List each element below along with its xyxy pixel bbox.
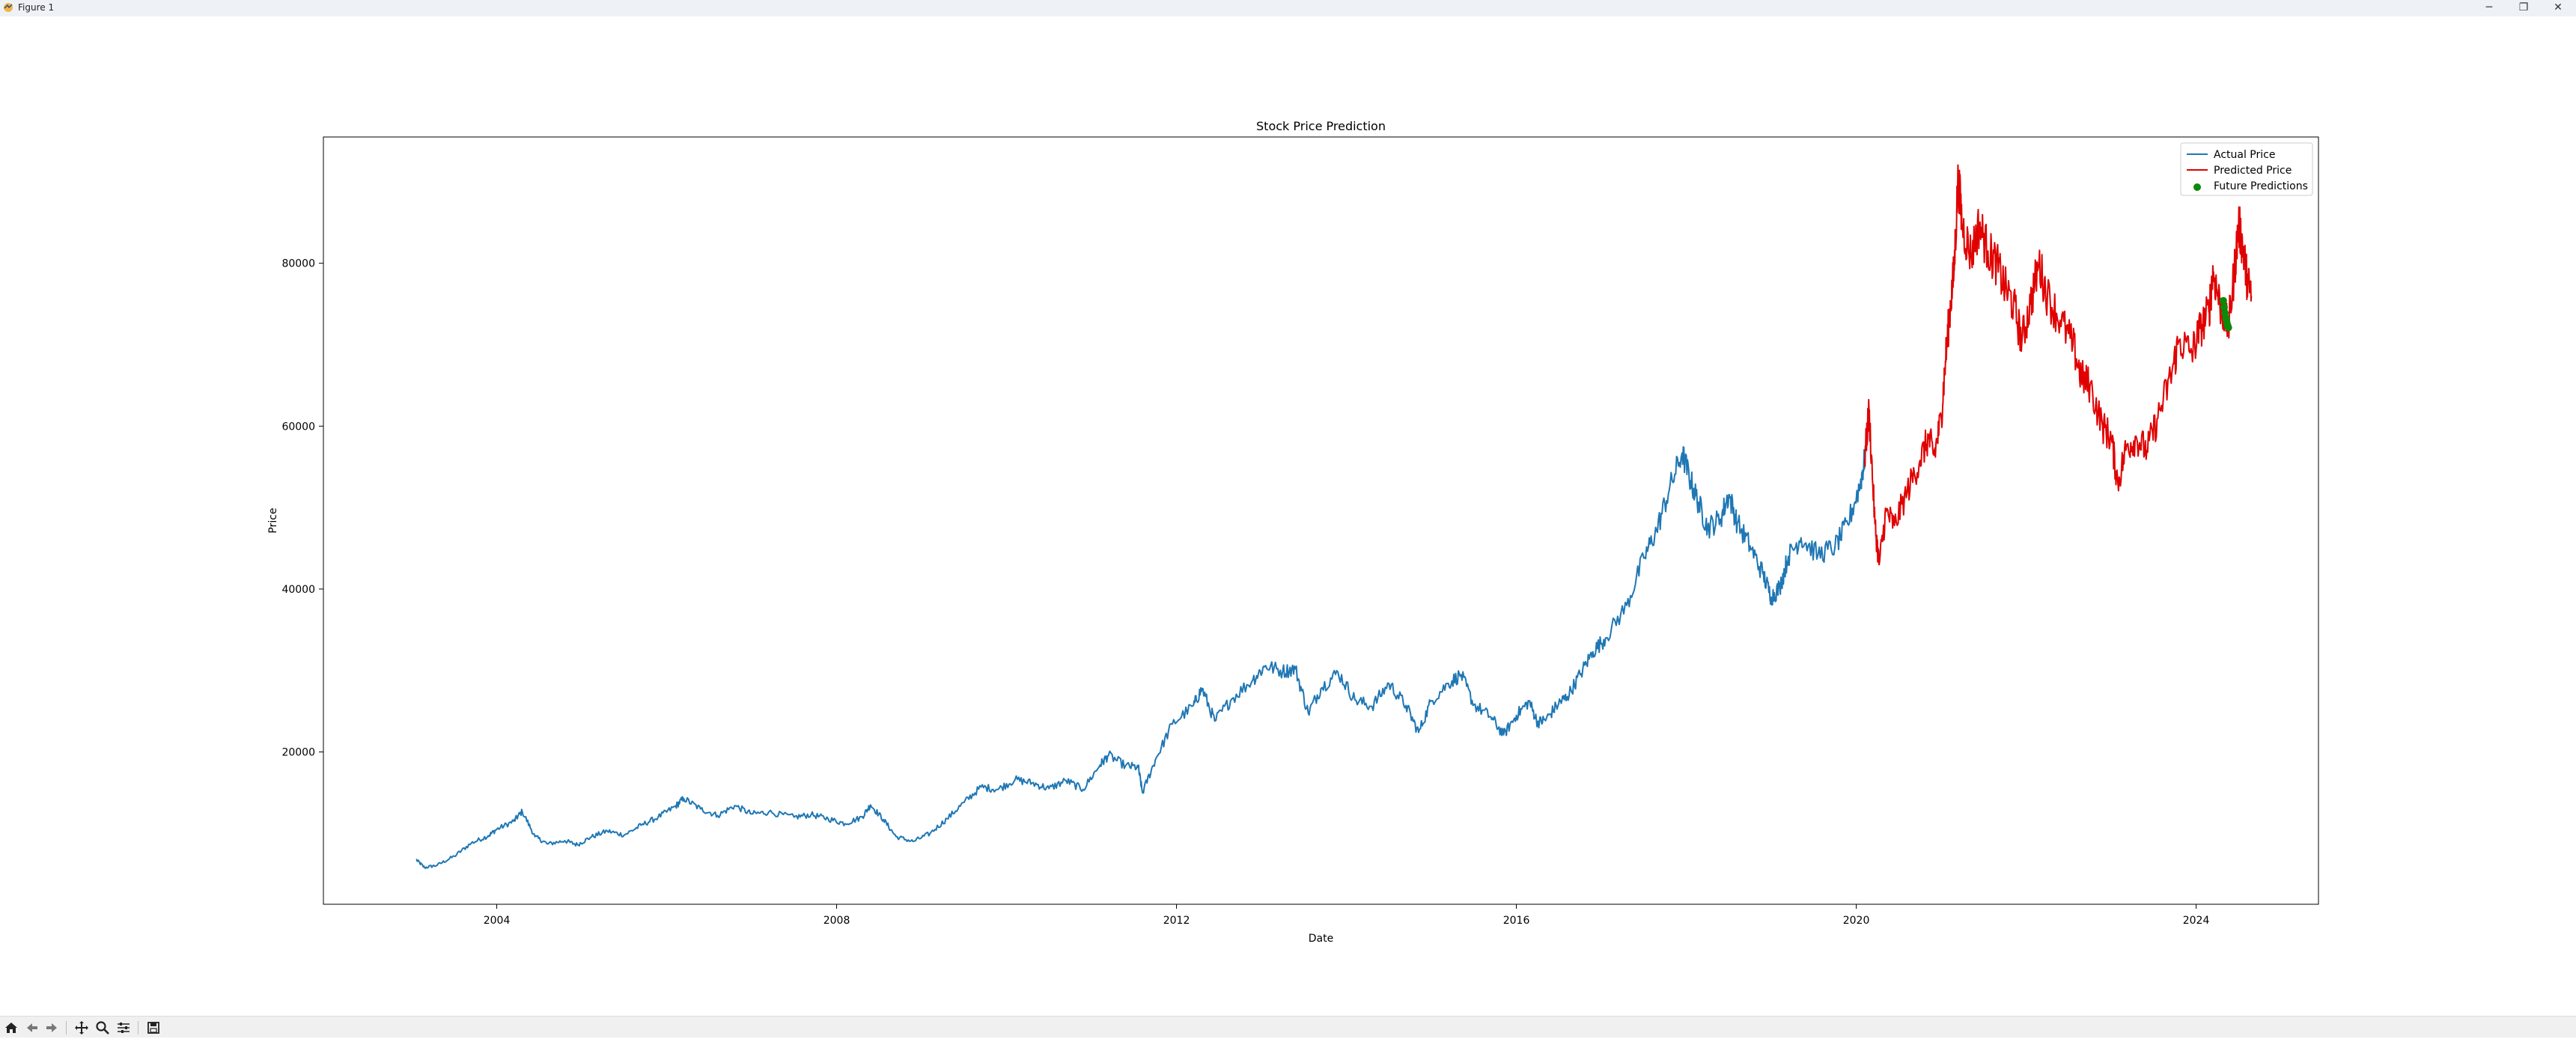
y-tick-label-2: 60000	[281, 421, 315, 433]
y-tick-label-1: 40000	[281, 584, 315, 596]
x-tick-label-5: 2024	[2183, 915, 2210, 927]
home-icon	[5, 1023, 17, 1033]
future-point-0	[2219, 296, 2227, 305]
series-line-predicted	[1863, 164, 2253, 566]
legend-label-actual: Actual Price	[2214, 149, 2275, 161]
y-axis-label: Price	[267, 508, 279, 533]
plot-series	[415, 164, 2253, 869]
axes-frame	[323, 136, 2319, 905]
chart-title: Stock Price Prediction	[1256, 119, 1386, 133]
window-title: Figure 1	[18, 2, 55, 13]
legend-label-predicted: Predicted Price	[2214, 165, 2292, 177]
back-icon	[27, 1023, 37, 1032]
axis-ticks: 2004 2008 2012 2016 2020 2024 20000 40000 60000 8…	[281, 258, 2209, 927]
x-axis-label: Date	[1309, 933, 1333, 945]
legend-label-future: Future Predictions	[2214, 180, 2308, 192]
x-tick-label-0: 2004	[484, 915, 511, 927]
home-button[interactable]	[3, 1020, 19, 1036]
save-icon	[147, 1022, 159, 1034]
zoom-button[interactable]	[94, 1020, 111, 1036]
legend-swatch-future	[2193, 183, 2201, 191]
legend-box	[2180, 142, 2313, 196]
configure-subplots-button[interactable]	[115, 1020, 132, 1036]
maximize-button[interactable]: ❐	[2518, 1, 2529, 13]
minimize-button[interactable]: ─	[2485, 1, 2493, 13]
figure-background	[0, 16, 2576, 1016]
future-point-1	[2220, 303, 2228, 311]
series-line-actual	[415, 446, 1866, 869]
legend: Actual Price Predicted Price Future Pred…	[2180, 142, 2313, 196]
back-button[interactable]	[24, 1020, 40, 1036]
pan-button[interactable]	[73, 1020, 90, 1036]
zoom-icon	[96, 1021, 109, 1035]
x-tick-label-2: 2012	[1163, 915, 1190, 927]
y-tick-label-0: 20000	[281, 747, 315, 759]
navigation-toolbar	[0, 1016, 2576, 1038]
pan-icon	[75, 1021, 88, 1035]
window-titlebar: Figure 1 ─ ❐ ✕	[0, 0, 2576, 16]
configure-subplots-icon	[118, 1023, 130, 1033]
toolbar-separator	[66, 1021, 67, 1035]
x-tick-label-1: 2008	[823, 915, 850, 927]
future-point-6	[2224, 323, 2232, 332]
save-button[interactable]	[145, 1020, 162, 1036]
matplotlib-app-icon	[4, 3, 13, 12]
forward-icon	[46, 1023, 57, 1032]
close-button[interactable]: ✕	[2554, 1, 2563, 13]
y-tick-label-3: 80000	[281, 258, 315, 270]
chart-canvas: Stock Price Prediction 2004 2008 2012 2016 2…	[0, 16, 2576, 1016]
x-tick-label-4: 2020	[1843, 915, 1870, 927]
forward-button[interactable]	[43, 1020, 60, 1036]
x-tick-label-3: 2016	[1503, 915, 1530, 927]
